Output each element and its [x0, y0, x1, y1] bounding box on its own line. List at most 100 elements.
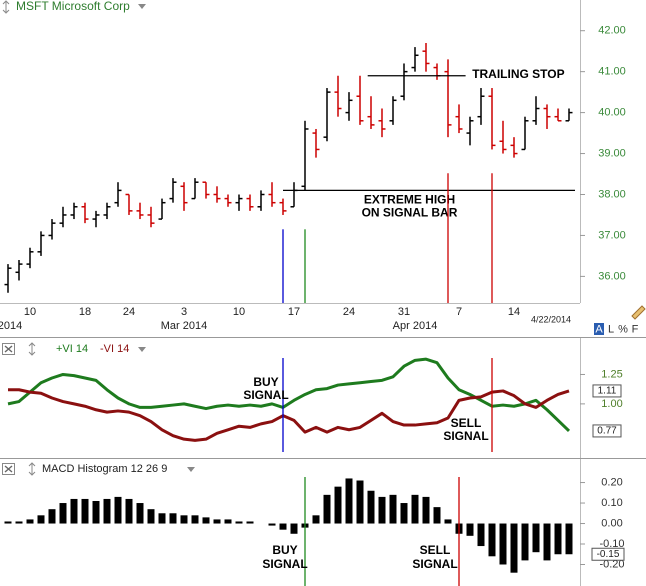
- x-tick-label: 14: [508, 306, 520, 318]
- histogram-bar: [103, 498, 111, 524]
- histogram-bar: [532, 523, 540, 553]
- last-value-label: 1.11: [598, 386, 617, 397]
- last-date-label: 4/22/2014: [531, 314, 571, 324]
- histogram-bar: [554, 523, 562, 555]
- y-tick-label: 0.00: [601, 517, 622, 529]
- x-tick-label: 3: [181, 306, 187, 318]
- histogram-bar: [202, 517, 210, 524]
- toolbar-button[interactable]: A: [595, 323, 603, 335]
- x-tick-label: 24: [343, 306, 355, 318]
- y-tick-label: 39.00: [598, 147, 626, 159]
- y-tick-label: 1.00: [601, 398, 622, 410]
- histogram-bar: [565, 523, 573, 555]
- histogram-bar: [114, 496, 122, 524]
- histogram-bar: [37, 515, 45, 524]
- y-tick-label: 1.25: [601, 368, 622, 380]
- x-tick-label: 7: [456, 306, 462, 318]
- histogram-bar: [444, 519, 452, 524]
- x-month-label: 2014: [0, 320, 22, 332]
- histogram-bar: [510, 523, 518, 573]
- signal-annotation: SIGNAL: [412, 557, 457, 571]
- histogram-bar: [125, 498, 133, 524]
- x-tick-label: 17: [288, 306, 300, 318]
- legend-label: +VI 14: [56, 343, 88, 355]
- histogram-bar: [15, 521, 23, 524]
- x-tick-label: 18: [79, 306, 91, 318]
- signal-annotation: SIGNAL: [262, 557, 307, 571]
- legend-label: -VI 14: [100, 343, 129, 355]
- histogram-bar: [466, 523, 474, 536]
- histogram-bar: [334, 486, 342, 524]
- y-tick-label: 38.00: [598, 188, 626, 200]
- histogram-bar: [499, 523, 507, 565]
- histogram-bar: [147, 509, 155, 524]
- x-tick-label: 10: [233, 306, 245, 318]
- signal-annotation: SIGNAL: [243, 388, 288, 402]
- y-tick-label: 36.00: [598, 270, 626, 282]
- x-tick-label: 24: [123, 306, 135, 318]
- histogram-bar: [26, 519, 34, 524]
- histogram-bar: [70, 498, 78, 524]
- histogram-bar: [59, 503, 67, 524]
- move-icon[interactable]: [2, 0, 10, 14]
- dropdown-icon[interactable]: [138, 4, 146, 9]
- y-tick-label: -0.10: [599, 538, 624, 550]
- histogram-bar: [81, 498, 89, 524]
- x-tick-label: 10: [24, 306, 36, 318]
- y-tick-label: 42.00: [598, 25, 626, 37]
- x-month-label: Apr 2014: [393, 320, 438, 332]
- last-value-label: 0.77: [597, 426, 617, 437]
- dropdown-icon[interactable]: [138, 347, 146, 352]
- signal-annotation: SELL: [420, 543, 451, 557]
- last-value-box: [591, 547, 625, 561]
- histogram-bar: [323, 494, 331, 524]
- histogram-bar: [477, 523, 485, 547]
- y-tick-label: -0.20: [599, 558, 624, 570]
- histogram-bar: [433, 507, 441, 524]
- last-value-label: -0.15: [597, 549, 620, 560]
- y-tick-label: 41.00: [598, 66, 626, 78]
- histogram-bar: [191, 515, 199, 524]
- y-tick-label: 0.20: [601, 476, 622, 488]
- histogram-bar: [389, 494, 397, 524]
- macd-title: MACD Histogram 12 26 9: [42, 463, 167, 475]
- reference-label: TRAILING STOP: [472, 67, 564, 81]
- close-button[interactable]: [2, 463, 15, 475]
- histogram-bar: [158, 513, 166, 524]
- histogram-bar: [136, 503, 144, 524]
- toolbar-button[interactable]: L: [608, 323, 614, 335]
- histogram-bar: [180, 515, 188, 524]
- signal-annotation: SELL: [451, 416, 482, 430]
- toolbar-button[interactable]: F: [632, 323, 639, 335]
- last-value-box: [592, 424, 622, 438]
- pencil-icon[interactable]: [631, 305, 646, 320]
- y-tick-label: 0.10: [601, 497, 622, 509]
- vi-line: [8, 388, 570, 442]
- histogram-bar: [290, 523, 298, 534]
- histogram-bar: [521, 523, 529, 561]
- histogram-bar: [213, 519, 221, 524]
- legend: +VI 14 -VI 14: [56, 343, 129, 355]
- move-icon[interactable]: [28, 342, 36, 356]
- histogram-bar: [224, 519, 232, 524]
- histogram-bar: [345, 478, 353, 524]
- histogram-bar: [422, 496, 430, 524]
- move-icon[interactable]: [28, 462, 36, 476]
- toolbar-button[interactable]: %: [618, 323, 628, 335]
- y-tick-label: 40.00: [598, 107, 626, 119]
- histogram-bar: [488, 523, 496, 557]
- histogram-bar: [268, 523, 276, 526]
- price-title: MSFT Microsoft Corp: [16, 0, 130, 13]
- signal-annotation: BUY: [272, 543, 297, 557]
- last-value-box: [592, 384, 622, 398]
- histogram-bar: [411, 494, 419, 524]
- signal-annotation: BUY: [253, 375, 278, 389]
- dropdown-icon[interactable]: [187, 467, 195, 472]
- histogram-bar: [4, 521, 12, 524]
- histogram-bar: [312, 515, 320, 524]
- histogram-bar: [279, 523, 287, 530]
- y-tick-label: 37.00: [598, 229, 626, 241]
- close-button[interactable]: [2, 343, 15, 355]
